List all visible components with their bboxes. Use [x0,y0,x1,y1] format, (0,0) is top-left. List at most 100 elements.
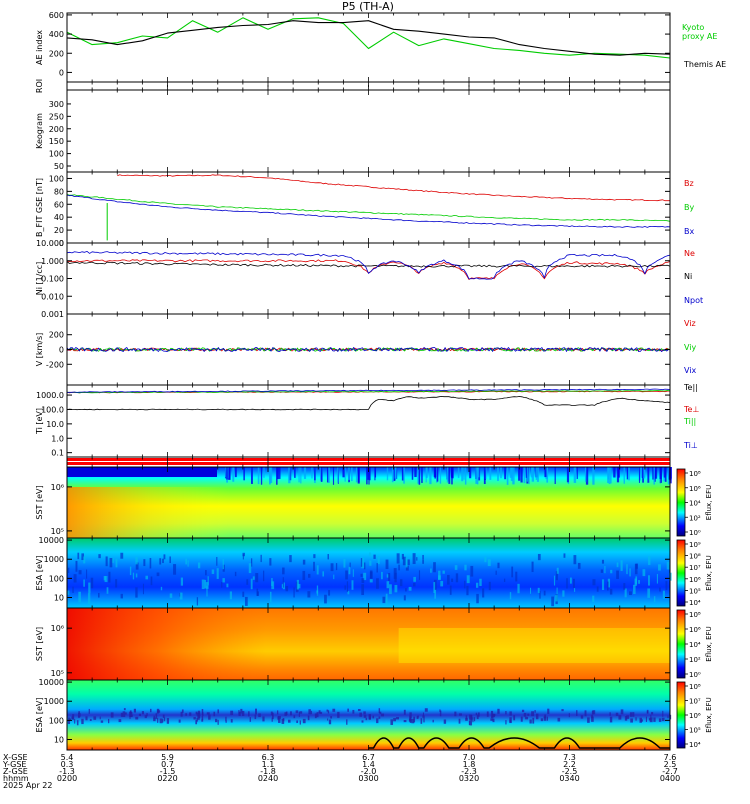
heatmap-speckle [433,579,437,590]
heatmap-speckle [515,571,518,582]
heatmap-speckle [86,569,88,579]
heatmap-speckle [307,591,311,598]
heatmap-stripe [450,467,454,478]
heatmap-speckle [146,713,148,717]
heatmap-speckle [580,715,584,719]
heatmap-speckle [656,574,658,584]
heatmap-speckle [464,564,467,571]
ylabel-sst_e: SST [eV] [35,485,44,519]
heatmap-speckle [330,563,334,572]
heatmap-speckle [269,591,272,603]
heatmap-speckle [385,593,388,605]
heatmap-speckle [73,574,77,583]
legend-bfield-by: By [684,203,694,212]
heatmap-speckle [662,710,664,717]
time-row-label-hhmm: hhmm [3,774,29,783]
heatmap-stripe [300,467,302,484]
ytick-label-esa_e: 1000 [44,555,64,564]
heatmap-speckle [360,558,363,567]
heatmap-speckle [634,563,638,575]
heatmap-speckle [302,570,306,581]
heatmap-speckle [349,562,351,568]
heatmap-speckle [81,718,84,725]
heatmap-speckle [145,575,148,580]
ytick-label-bfield: 0 [59,239,64,248]
colorbar-layer: 10⁸ 10⁶ 10⁴ 10² 10⁰ Eflux, EFU 10⁹ 10⁸ 10⁷ 10⁶ 10⁵… [676,468,713,749]
heatmap-speckle [195,711,198,715]
heatmap-speckle [557,717,561,722]
heatmap-speckle [468,720,471,726]
heatmap-speckle [553,575,556,586]
ytick-label-esa_i: 10000 [39,678,64,687]
heatmap-speckle [403,709,406,715]
heatmap-speckle [620,560,623,571]
heatmap-speckle [133,708,137,713]
colorbar-sst_e [676,468,686,537]
heatmap-stripe [386,467,389,481]
heatmap-speckle [389,584,392,595]
heatmap-speckle [85,716,88,721]
ytick-label-sst_e: 10⁵ [51,527,64,536]
heatmap-speckle [115,579,118,588]
heatmap-stripe [344,467,346,482]
heatmap-speckle [328,719,332,725]
heatmap-stripe [528,467,530,485]
heatmap-speckle [201,715,204,721]
heatmap-speckle [369,570,373,579]
ytick-label-velocity: 0 [59,346,64,355]
heatmap-speckle [475,582,479,588]
heatmap-speckle [368,552,372,557]
heatmap-speckle [159,718,163,724]
heatmap-speckle [601,559,605,564]
heatmap-speckle [587,717,590,723]
time-value: 6.3 [262,753,275,762]
heatmap-speckle [196,718,198,722]
heatmap-speckle [290,711,292,716]
heatmap-speckle [591,710,594,715]
heatmap-speckle [420,718,423,724]
heatmap-speckle [424,708,428,712]
heatmap-speckle [609,712,611,716]
heatmap-speckle [484,556,487,563]
heatmap-speckle [222,578,225,583]
date-label: 2025 Apr 22 [3,781,52,790]
heatmap-speckle [596,586,599,592]
heatmap-speckle [497,708,500,714]
heatmap-layer [67,458,672,750]
heatmap-speckle [466,585,469,596]
series-ae-kyoto-proxy-ae [66,17,671,59]
heatmap-stripe [592,467,595,485]
heatmap-speckle [181,709,184,713]
time-row-label-y-gse: Y-GSE [2,760,26,769]
heatmap-speckle [206,585,208,597]
heatmap-speckle [308,709,311,715]
heatmap-speckle [464,580,466,589]
heatmap-speckle [408,586,412,591]
heatmap-speckle [443,719,447,724]
heatmap-speckle [211,569,215,574]
heatmap-speckle [543,716,547,721]
heatmap-speckle [197,715,200,720]
ytick-label-esa_e: 100 [49,574,64,583]
heatmap-speckle [335,563,338,571]
heatmap-speckle [616,562,619,568]
heatmap-speckle [385,559,389,570]
heatmap-speckle [221,582,223,588]
heatmap-speckle [225,716,227,722]
heatmap-stripe [311,467,313,479]
heatmap-speckle [271,717,273,722]
heatmap-speckle [544,714,547,719]
colorbar-tick-label-sst_e: 10⁴ [689,500,701,508]
heatmap-speckle [169,593,173,598]
heatmap-stripe [638,467,640,483]
heatmap-speckle [361,584,365,595]
heatmap-speckle [454,565,458,570]
colorbar-tick-label-sst_i: 10⁶ [689,626,701,634]
heatmap-speckle [432,719,434,723]
heatmap-speckle [229,591,232,600]
heatmap-speckle [289,555,292,563]
heatmap-speckle [196,597,199,606]
heatmap-speckle [401,553,404,560]
heatmap-speckle [470,715,473,721]
heatmap-speckle [381,713,385,717]
